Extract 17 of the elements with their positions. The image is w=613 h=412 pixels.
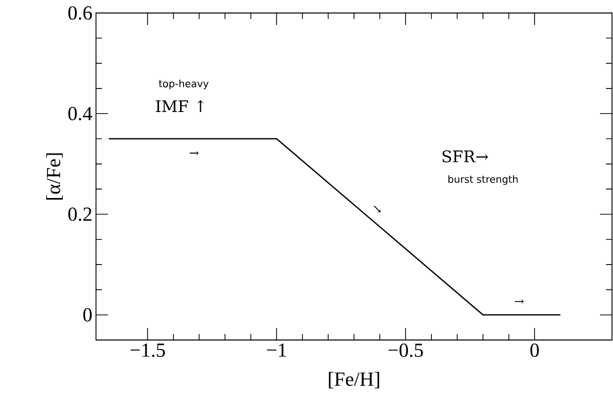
x-tick-label: 0	[530, 344, 539, 357]
annotation: →	[514, 299, 524, 304]
annotation: →	[190, 150, 199, 156]
y-tick-label: 0.6	[68, 6, 92, 20]
annotation: top-heavy	[158, 80, 209, 90]
x-tick-label: −1.5	[130, 344, 165, 357]
x-axis-title: [Fe/H]	[328, 372, 380, 388]
y-axis-title: [α/Fe]	[46, 153, 63, 200]
y-tick-label: 0.4	[68, 106, 92, 120]
y-tick-label: 0	[83, 308, 92, 322]
annotation: burst strength	[448, 175, 518, 185]
annotation: ↘	[374, 206, 380, 212]
annotation: SFR→	[442, 150, 488, 162]
annotation: IMF ↑	[156, 100, 204, 112]
x-tick-label: −1	[267, 344, 286, 357]
x-tick-label: −0.5	[388, 344, 423, 358]
y-tick-label: 0.2	[68, 207, 92, 221]
